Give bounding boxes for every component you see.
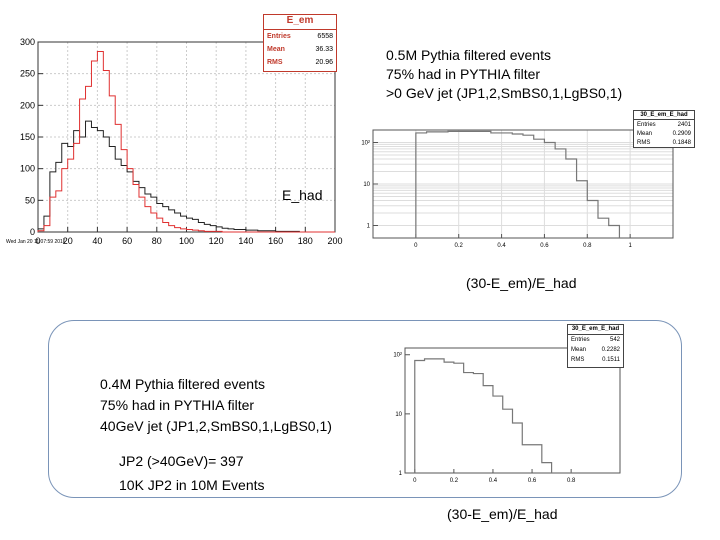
stats-value: 0.2282: [601, 347, 620, 353]
stats-value: 0.2909: [672, 130, 691, 137]
stats-box-e-em: E_em Entries 6558 Mean 36.33 RMS 20.96: [263, 14, 337, 72]
ehad-histogram: 0 20 40 60 80 100 120 140 160 180 200 0 50 100 150 200 2…: [20, 37, 343, 246]
stats-key: Entries: [571, 337, 590, 343]
stats-value: 542: [609, 337, 620, 343]
x-tick-label: 0.8: [583, 243, 592, 249]
x-tick-label: 180: [298, 236, 313, 246]
y-tick-label: 100: [20, 164, 35, 174]
stats-key: RMS: [267, 59, 283, 66]
stats-key: Entries: [637, 121, 656, 128]
y-tick-label: 0: [30, 227, 35, 237]
stats-row: Mean 36.33: [264, 43, 336, 56]
y-tick-label: 1: [399, 471, 403, 477]
ratio-series: [414, 358, 581, 474]
bottom-info-line-4: JP2 (>40GeV)= 397: [119, 453, 244, 469]
stats-value: 0.1511: [602, 357, 620, 363]
y-tick-label: 10²: [361, 140, 370, 146]
stats-row: RMS 20.96: [264, 56, 336, 69]
y-tick-label: 10: [395, 412, 402, 418]
stats-box-ratio-bottom: 30_E_em_E_had Entries 542 Mean 0.2282 RM…: [567, 324, 624, 368]
bottom-info-line-3: 40GeV jet (JP1,2,SmBS0,1,LgBS0,1): [100, 418, 332, 434]
x-tick-label: 0.6: [528, 478, 537, 484]
stats-row: RMS 0.1848: [634, 138, 694, 147]
stats-box-ratio-top: 30_E_em_E_had Entries 2401 Mean 0.2909 R…: [633, 110, 695, 148]
x-tick-label: 80: [152, 236, 162, 246]
bottom-info-line-5: 10K JP2 in 10M Events: [119, 477, 265, 493]
stats-key: Entries: [267, 33, 291, 40]
top-info-line-1: 0.5M Pythia filtered events: [386, 47, 551, 63]
x-tick-label: 0: [414, 243, 418, 249]
x-tick-label: 0.8: [567, 478, 576, 484]
y-tick-label: 50: [25, 195, 35, 205]
x-tick-label: 0: [35, 236, 40, 246]
stats-row: Entries 2401: [634, 120, 694, 129]
stats-value: 6558: [317, 33, 333, 40]
stats-row: RMS 0.1511: [568, 355, 623, 365]
x-tick-label: 0.2: [455, 243, 464, 249]
top-info-line-3: >0 GeV jet (JP1,2,SmBS0,1,LgBS0,1): [386, 85, 623, 101]
x-tick-label: 160: [268, 236, 283, 246]
ehad-label: E_had: [282, 187, 323, 203]
top-info-line-2: 75% had in PYTHIA filter: [386, 66, 541, 82]
ratio-histogram-top: 0 0.2 0.4 0.6 0.8 1 1 10 10²: [361, 129, 674, 249]
y-tick-label: 150: [20, 132, 35, 142]
stats-key: Mean: [571, 347, 587, 353]
stats-key: RMS: [637, 139, 651, 146]
bottom-info-line-1: 0.4M Pythia filtered events: [100, 376, 265, 392]
stats-row: Mean 0.2909: [634, 129, 694, 138]
x-tick-label: 0.4: [497, 243, 506, 249]
stats-key: Mean: [637, 130, 653, 137]
stats-value: 2401: [677, 121, 691, 128]
x-tick-label: 40: [92, 236, 102, 246]
plot-frame: [404, 347, 621, 474]
ratio-caption-bottom: (30-E_em)/E_had: [447, 506, 558, 522]
stats-key: RMS: [571, 357, 585, 363]
x-tick-label: 0.2: [450, 478, 459, 484]
stats-row: Mean 0.2282: [568, 345, 623, 355]
stats-box-title: 30_E_em_E_had: [568, 325, 623, 335]
y-tick-label: 10²: [393, 353, 402, 359]
bottom-panel: [48, 320, 682, 498]
stats-value: 20.96: [315, 59, 333, 66]
histogram-series-red: [37, 51, 335, 233]
y-tick-label: 300: [20, 37, 35, 47]
histogram-timestamp: Wed Jan 20 11:07:59 2016: [6, 239, 66, 245]
stats-key: Mean: [267, 46, 285, 53]
stats-row: Entries 6558: [264, 30, 336, 43]
ratio-histogram-bottom: 0 0.2 0.4 0.6 0.8 1 10 10²: [393, 347, 621, 484]
x-tick-label: 20: [63, 236, 73, 246]
stats-value: 36.33: [315, 46, 333, 53]
x-tick-label: 1: [628, 243, 632, 249]
stats-row: Entries 542: [568, 335, 623, 345]
x-tick-label: 120: [209, 236, 224, 246]
stats-box-title: 30_E_em_E_had: [634, 111, 694, 120]
ratio-series: [415, 130, 621, 238]
y-tick-label: 200: [20, 100, 35, 110]
x-tick-label: 0.4: [489, 478, 498, 484]
x-tick-label: 100: [179, 236, 194, 246]
stats-box-title: E_em: [264, 15, 336, 30]
stats-value: 0.1848: [672, 139, 691, 146]
x-tick-label: 0: [413, 478, 417, 484]
x-tick-label: 200: [327, 236, 342, 246]
x-tick-label: 60: [122, 236, 132, 246]
x-tick-label: 140: [238, 236, 253, 246]
y-tick-label: 1: [367, 224, 371, 230]
y-tick-label: 250: [20, 69, 35, 79]
ratio-caption-top: (30-E_em)/E_had: [466, 275, 577, 291]
x-tick-label: 0.6: [540, 243, 549, 249]
y-tick-label: 10: [363, 182, 370, 188]
bottom-info-line-2: 75% had in PYTHIA filter: [100, 397, 255, 413]
